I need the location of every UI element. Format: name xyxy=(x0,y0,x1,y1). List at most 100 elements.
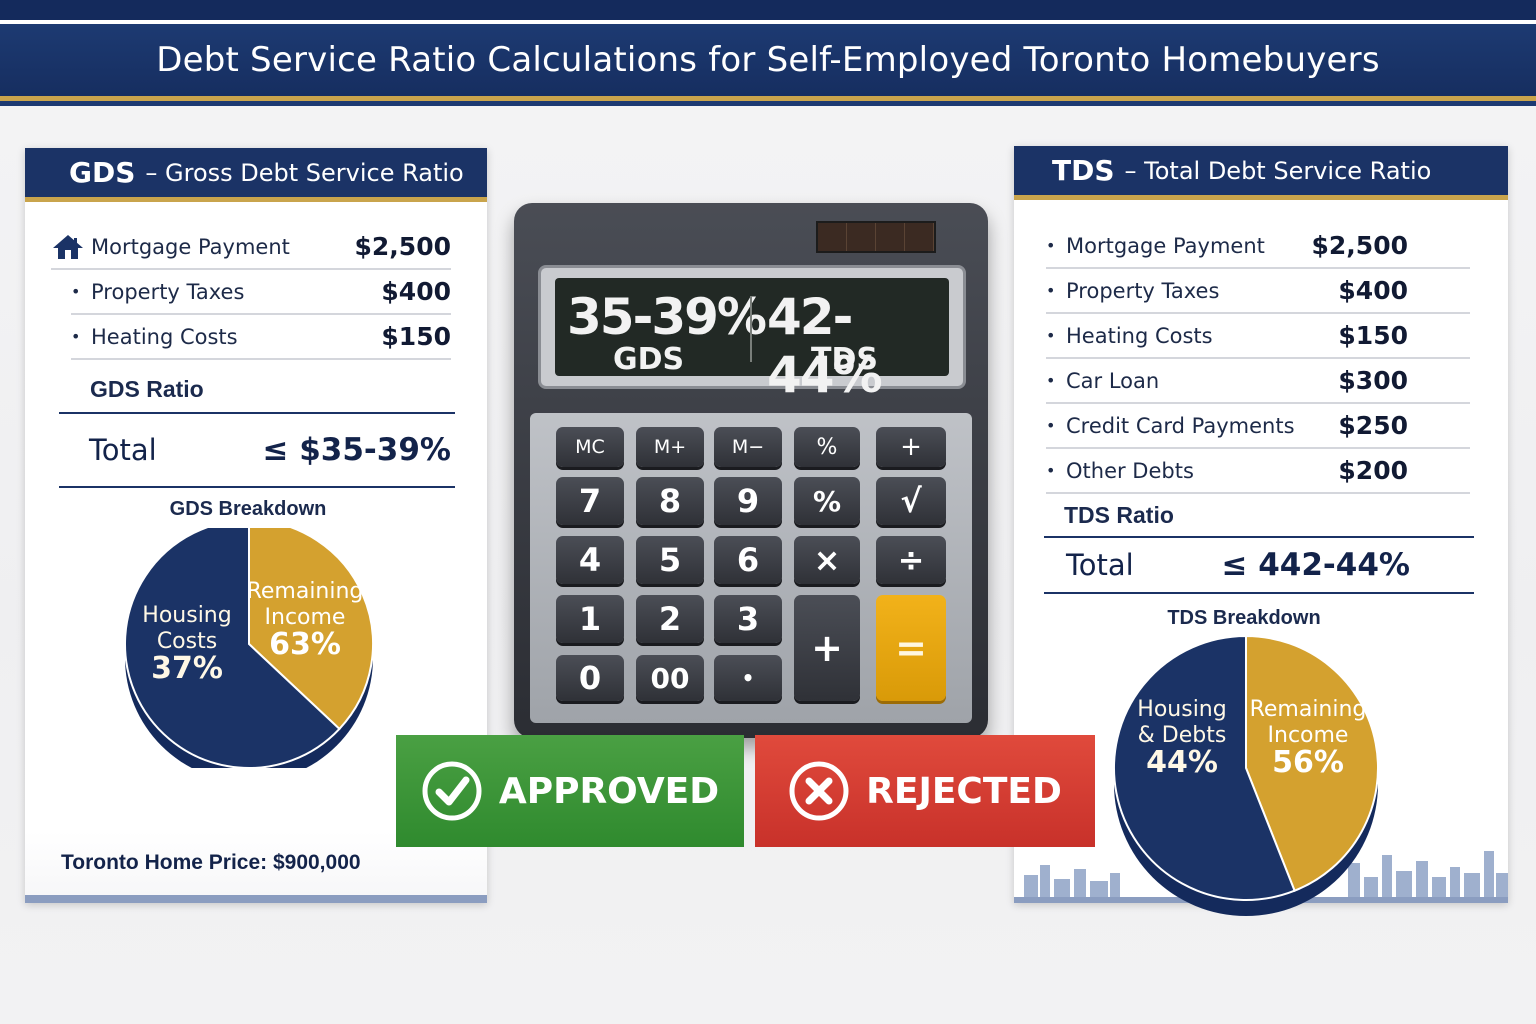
key-decimal[interactable]: • xyxy=(714,655,782,701)
tds-item-value: $2,500 xyxy=(1311,231,1408,260)
gds-row-heating: • Heating Costs $150 xyxy=(71,315,451,360)
key-5[interactable]: 5 xyxy=(636,536,704,584)
gds-item-value: $150 xyxy=(381,322,451,351)
calculator-display-frame: 35-39% GDS 42-44% TDS xyxy=(538,265,966,404)
gds-item-value: $400 xyxy=(381,277,451,306)
footer-bar xyxy=(25,895,487,903)
tds-item-value: $300 xyxy=(1338,366,1408,395)
rejected-label: REJECTED xyxy=(866,770,1062,812)
gds-abbr: GDS xyxy=(69,156,136,189)
house-icon xyxy=(51,233,85,261)
key-divide[interactable]: ÷ xyxy=(876,536,946,584)
pie-label-text: Remaining xyxy=(1250,697,1367,722)
key-percent[interactable]: % xyxy=(794,427,860,467)
gds-breakdown-title: GDS Breakdown xyxy=(169,498,327,520)
display-tds-value: 42-44% xyxy=(767,288,883,404)
bullet-icon: • xyxy=(1046,461,1056,480)
bullet-icon: • xyxy=(71,282,81,301)
calculator-display: 35-39% GDS 42-44% TDS xyxy=(555,278,949,404)
tds-breakdown-title: TDS Breakdown xyxy=(1167,607,1321,629)
bullet-icon: • xyxy=(1046,281,1056,300)
bullet-icon: • xyxy=(1046,371,1056,390)
key-sqrt[interactable]: √ xyxy=(876,477,946,525)
tds-item-label: Credit Card Payments xyxy=(1066,413,1295,438)
tds-row: • Car Loan $300 xyxy=(1046,359,1470,404)
key-00[interactable]: 00 xyxy=(636,655,704,701)
tds-item-label: Property Taxes xyxy=(1066,278,1220,303)
key-plus[interactable]: + xyxy=(794,595,860,701)
gds-row-mortgage: Mortgage Payment $2,500 xyxy=(51,225,451,270)
key-7[interactable]: 7 xyxy=(556,477,624,525)
tds-abbr: TDS xyxy=(1052,154,1115,187)
display-gds-label: GDS xyxy=(613,342,685,377)
approved-button[interactable]: APPROVED xyxy=(396,735,744,847)
tds-row: • Heating Costs $150 xyxy=(1046,314,1470,359)
tds-heading: – Total Debt Service Ratio xyxy=(1124,156,1432,185)
gds-item-label: Heating Costs xyxy=(91,324,238,349)
tds-item-label: Heating Costs xyxy=(1066,323,1213,348)
rejected-button[interactable]: REJECTED xyxy=(755,735,1095,847)
key-mc[interactable]: MC xyxy=(556,427,624,467)
tds-item-value: $250 xyxy=(1338,411,1408,440)
tds-row: • Credit Card Payments $250 xyxy=(1046,404,1470,449)
gds-total-row: Total ≤ $35-39% xyxy=(59,412,455,488)
pie-label-text: Remaining xyxy=(247,579,364,604)
check-circle-icon xyxy=(422,761,482,821)
tds-item-label: Other Debts xyxy=(1066,458,1194,483)
gds-heading: – Gross Debt Service Ratio xyxy=(145,158,464,187)
pie-label-text: Income xyxy=(1268,723,1349,748)
key-1[interactable]: 1 xyxy=(556,595,624,643)
key-0[interactable]: 0 xyxy=(556,655,624,701)
home-price: Toronto Home Price: $900,000 xyxy=(61,851,361,874)
key-multiply[interactable]: × xyxy=(794,536,860,584)
key-m-minus[interactable]: M− xyxy=(714,427,782,467)
display-tds-label: TDS xyxy=(811,342,878,377)
pie-slice xyxy=(248,528,374,731)
gds-item-label: Property Taxes xyxy=(91,279,245,304)
tds-row: • Other Debts $200 xyxy=(1046,449,1470,494)
key-8[interactable]: 8 xyxy=(636,477,704,525)
tds-total-row: Total ≤ 442-44% xyxy=(1044,536,1474,594)
tds-item-value: $400 xyxy=(1338,276,1408,305)
tds-row: • Mortgage Payment $2,500 xyxy=(1046,224,1470,269)
key-equals[interactable]: = xyxy=(876,595,946,701)
key-4[interactable]: 4 xyxy=(556,536,624,584)
pie-label-text: Housing xyxy=(142,603,231,628)
page-title: Debt Service Ratio Calculations for Self… xyxy=(156,40,1380,80)
pie-label-text: 37% xyxy=(151,651,223,686)
tds-row: • Property Taxes $400 xyxy=(1046,269,1470,314)
x-circle-icon xyxy=(789,761,849,821)
bullet-icon: • xyxy=(1046,416,1056,435)
calculator: 35-39% GDS 42-44% TDS MC M+ M− % + 7 8 9… xyxy=(514,203,988,738)
header-gold-rule xyxy=(0,96,1536,101)
pie-label-text: 63% xyxy=(269,627,341,662)
tds-ratio-label: TDS Ratio xyxy=(1064,502,1174,528)
pie-label-text: Housing xyxy=(1137,697,1226,722)
key-plus-small[interactable]: + xyxy=(876,427,946,467)
key-3[interactable]: 3 xyxy=(714,595,782,643)
key-m-plus[interactable]: M+ xyxy=(636,427,704,467)
tds-panel-header: TDS – Total Debt Service Ratio xyxy=(1014,146,1508,200)
key-6[interactable]: 6 xyxy=(714,536,782,584)
bullet-icon: • xyxy=(1046,236,1056,255)
display-gds-value: 35-39% xyxy=(567,288,767,346)
pie-slice xyxy=(1113,634,1296,901)
pie-label-text: 56% xyxy=(1272,745,1344,780)
key-2[interactable]: 2 xyxy=(636,595,704,643)
key-9[interactable]: 9 xyxy=(714,477,782,525)
gds-panel-header: GDS – Gross Debt Service Ratio xyxy=(25,148,487,202)
pie-label-text: Income xyxy=(265,605,346,630)
pie-slice xyxy=(1245,634,1379,893)
bullet-icon: • xyxy=(71,327,81,346)
pie-label-text: 44% xyxy=(1146,745,1218,780)
pie-label-text: & Debts xyxy=(1138,723,1227,748)
key-percent-2[interactable]: % xyxy=(794,477,860,525)
gds-total-label: Total xyxy=(89,433,157,467)
tds-item-label: Car Loan xyxy=(1066,368,1160,393)
header-bar: Debt Service Ratio Calculations for Self… xyxy=(0,24,1536,96)
